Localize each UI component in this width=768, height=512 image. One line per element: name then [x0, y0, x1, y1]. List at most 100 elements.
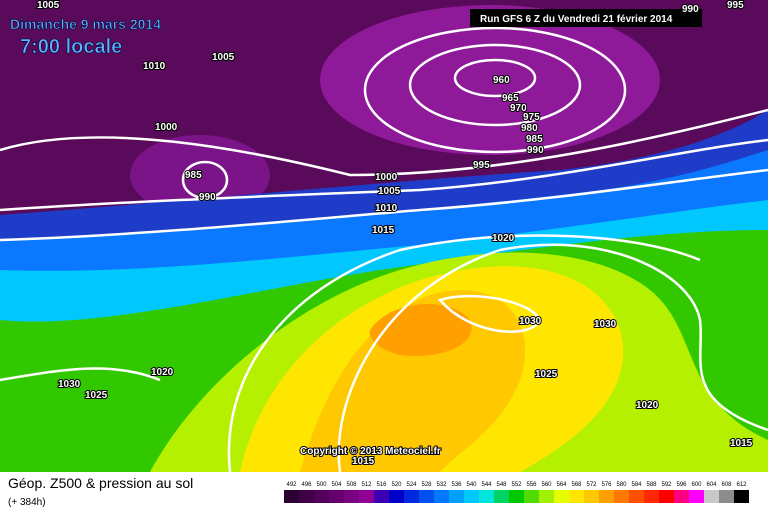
- colorbar-label: 584: [631, 482, 642, 488]
- colorbar-cell: [419, 490, 434, 503]
- copyright: Copyright © 2013 Meteociel.fr: [300, 446, 441, 457]
- colorbar-label: 580: [616, 482, 627, 488]
- isobar-label: 1000: [155, 122, 178, 133]
- isobar-label: 1010: [375, 203, 398, 214]
- colorbar-cell: [494, 490, 509, 503]
- isobar: [453, 58, 537, 98]
- colorbar-cell: [509, 490, 524, 503]
- isobar: [337, 243, 768, 473]
- colorbar-cell: [629, 490, 644, 503]
- colorbar-cell: [554, 490, 569, 503]
- colorbar-cell: [644, 490, 659, 503]
- colorbar-label: 536: [451, 482, 462, 488]
- colorbar-cell: [689, 490, 704, 503]
- colorbar-label: 544: [481, 482, 492, 488]
- isobar-label: 1025: [85, 390, 108, 401]
- colorbar-label: 528: [421, 482, 432, 488]
- isobar-label: 995: [473, 160, 490, 171]
- colorbar-label: 532: [436, 482, 447, 488]
- colorbar-cell: [299, 490, 314, 503]
- colorbar-cell: [584, 490, 599, 503]
- colorbar-cell: [464, 490, 479, 503]
- isobar-label: 980: [521, 123, 538, 134]
- isobar-label: 995: [727, 0, 744, 11]
- colorbar-cell: [734, 490, 749, 503]
- colorbar-label: 600: [691, 482, 702, 488]
- colorbar-label: 508: [346, 482, 357, 488]
- colorbar-label: 496: [301, 482, 312, 488]
- date-label: Dimanche 9 mars 2014: [10, 16, 161, 32]
- colorbar-cell: [389, 490, 404, 503]
- colorbar-cell: [599, 490, 614, 503]
- isobar: [437, 294, 542, 333]
- colorbar-label: 588: [646, 482, 657, 488]
- colorbar-label: 568: [571, 482, 582, 488]
- colorbar-cell: [404, 490, 419, 503]
- colorbar-cell: [284, 490, 299, 503]
- isobar-label: 1020: [151, 367, 174, 378]
- isobar-label: 965: [502, 93, 519, 104]
- low-area: [320, 5, 660, 155]
- colorbar-cell: [449, 490, 464, 503]
- isobar-label: 1015: [372, 225, 395, 236]
- colorbar-cell: [719, 490, 734, 503]
- isobar: [0, 108, 768, 177]
- run-label: Run GFS 6 Z du Vendredi 21 février 2014: [480, 14, 673, 25]
- isobar-label: 975: [523, 112, 540, 123]
- colorbar-label: 524: [406, 482, 417, 488]
- isobar-label: 1030: [519, 316, 542, 327]
- colorbar-label: 500: [316, 482, 327, 488]
- colorbar-label: 504: [331, 482, 342, 488]
- colorbar-label: 548: [496, 482, 507, 488]
- isobar-label: 1025: [535, 369, 558, 380]
- isobar-label: 990: [199, 192, 216, 203]
- isobars: [0, 26, 768, 473]
- colorbar-cell: [704, 490, 719, 503]
- isobar: [0, 138, 768, 212]
- colorbar-cell: [524, 490, 539, 503]
- isobar-label: 990: [527, 145, 544, 156]
- footer-lead: (+ 384h): [8, 497, 46, 508]
- colorbar-label: 608: [721, 482, 732, 488]
- colorbar-cell: [434, 490, 449, 503]
- colorbar-label: 516: [376, 482, 387, 488]
- colorbar-cell: [659, 490, 674, 503]
- colorbar-label: 572: [586, 482, 597, 488]
- colorbar-label: 596: [676, 482, 687, 488]
- isobar: [408, 43, 582, 127]
- colorbar-label: 552: [511, 482, 522, 488]
- isobar-label: 960: [493, 75, 510, 86]
- colorbar-cell: [674, 490, 689, 503]
- colorbar-cell: [359, 490, 374, 503]
- isobar-label: 1015: [730, 438, 753, 449]
- colorbar-label: 560: [541, 482, 552, 488]
- isobar-label: 1020: [636, 400, 659, 411]
- colorbar-label: 540: [466, 482, 477, 488]
- isobar: [0, 168, 768, 242]
- low-area: [130, 135, 270, 215]
- colorbar-label: 556: [526, 482, 537, 488]
- isobar: [227, 234, 701, 473]
- colorbar-cell: [539, 490, 554, 503]
- isobar: [0, 367, 161, 382]
- isobar-label: 1015: [352, 456, 375, 467]
- isobar-label: 970: [510, 103, 527, 114]
- colorbar-label: 564: [556, 482, 567, 488]
- colorbar-cell: [314, 490, 329, 503]
- colorbar-cell: [614, 490, 629, 503]
- colorbar-label: 520: [391, 482, 402, 488]
- isobar-label: 1005: [378, 186, 401, 197]
- isobar-label: 990: [682, 4, 699, 15]
- footer-title: Géop. Z500 & pression au sol: [8, 475, 193, 491]
- colorbar-cell: [329, 490, 344, 503]
- colorbar-cell: [569, 490, 584, 503]
- colorbar-cell: [344, 490, 359, 503]
- isobar-label: 1005: [37, 0, 60, 11]
- isobar-label: 985: [185, 170, 202, 181]
- isobar-label: 1010: [143, 61, 166, 72]
- colorbar-label: 492: [286, 482, 297, 488]
- colorbar-cell: [374, 490, 389, 503]
- isobar-label: 1030: [58, 379, 81, 390]
